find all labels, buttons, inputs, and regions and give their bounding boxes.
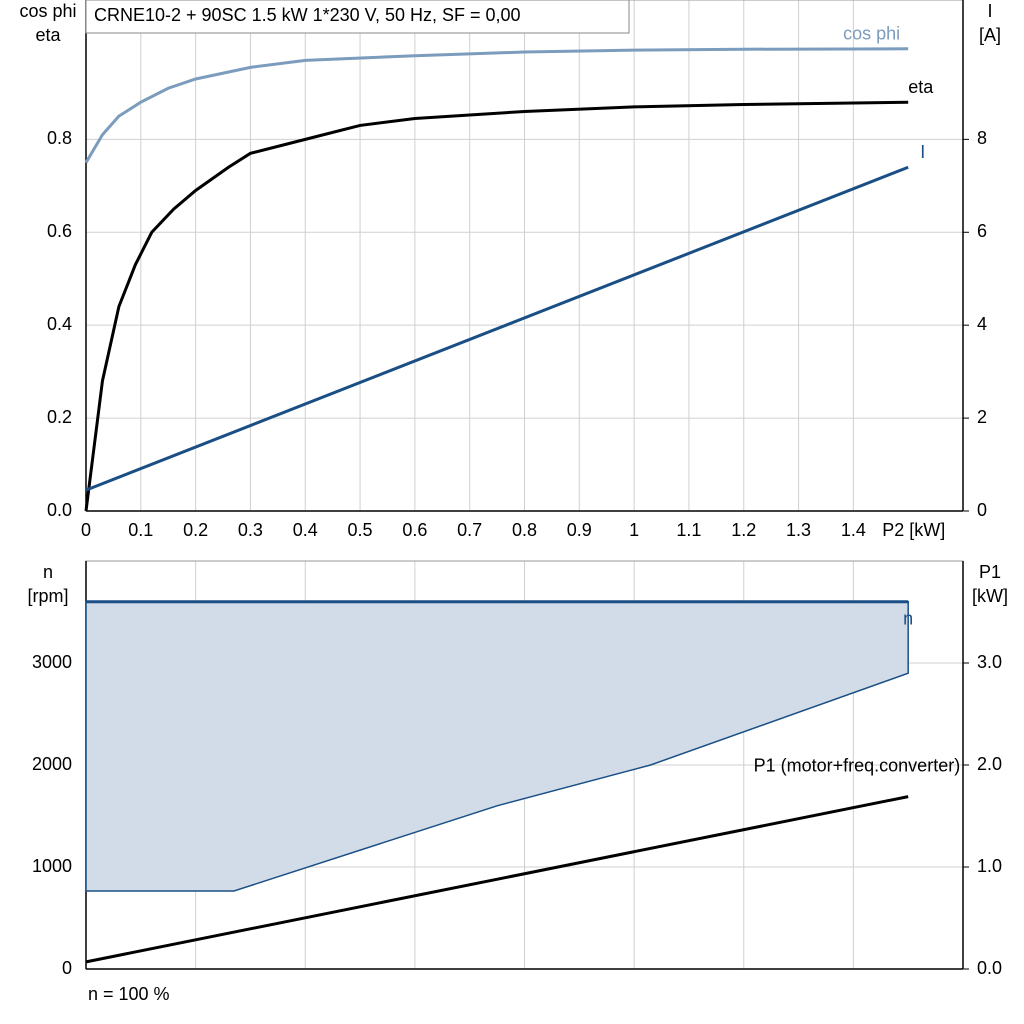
x-tick-label: 1: [629, 520, 639, 540]
x-tick-label: 1.1: [676, 520, 701, 540]
series-label: eta: [908, 77, 934, 97]
y-tick-label: 0.6: [47, 221, 72, 241]
x-tick-label: 0.4: [293, 520, 318, 540]
x-tick-label: 1.3: [786, 520, 811, 540]
y-tick-label: 3000: [32, 652, 72, 672]
x-tick-label: 0.3: [238, 520, 263, 540]
series-label: cos phi: [843, 24, 900, 44]
speed-range-area: [85, 601, 909, 892]
y-tick-label: 0.8: [47, 128, 72, 148]
chart-title: CRNE10-2 + 90SC 1.5 kW 1*230 V, 50 Hz, S…: [94, 5, 521, 25]
x-tick-label: 0.7: [457, 520, 482, 540]
y-tick-label: 1000: [32, 856, 72, 876]
x-tick-label: 0.9: [567, 520, 592, 540]
y2-axis-label: [kW]: [972, 586, 1008, 606]
note: n = 100 %: [88, 984, 170, 1004]
y2-axis-label: [A]: [979, 25, 1001, 45]
series-line: [84, 100, 909, 512]
y-tick-label: 2000: [32, 754, 72, 774]
y-axis-label: n: [43, 562, 53, 582]
y-axis-label: [rpm]: [27, 586, 68, 606]
y2-tick-label: 2.0: [977, 754, 1002, 774]
y2-tick-label: 0: [977, 500, 987, 520]
series-line: [85, 795, 909, 964]
series-line: [84, 47, 909, 164]
y-axis-label: eta: [35, 25, 61, 45]
x-tick-label: 0.1: [128, 520, 153, 540]
y2-tick-label: 3.0: [977, 652, 1002, 672]
series-label: I: [920, 142, 925, 162]
x-axis-label: P2 [kW]: [882, 520, 945, 540]
y-tick-label: 0.0: [47, 500, 72, 520]
y-tick-label: 0: [62, 958, 72, 978]
series-label: P1 (motor+freq.converter): [754, 755, 961, 775]
x-tick-label: 0.6: [402, 520, 427, 540]
x-tick-label: 0.8: [512, 520, 537, 540]
y2-tick-label: 8: [977, 128, 987, 148]
y-tick-label: 0.4: [47, 314, 72, 334]
series-label: n: [903, 609, 913, 629]
y2-tick-label: 1.0: [977, 856, 1002, 876]
y2-tick-label: 2: [977, 407, 987, 427]
x-tick-label: 0.5: [348, 520, 373, 540]
series-line: [85, 165, 909, 492]
y2-axis-label: P1: [979, 562, 1001, 582]
x-tick-label: 0: [81, 520, 91, 540]
y2-tick-label: 0.0: [977, 958, 1002, 978]
x-tick-label: 1.4: [841, 520, 866, 540]
x-tick-label: 0.2: [183, 520, 208, 540]
y-axis-label: cos phi: [19, 1, 76, 21]
x-tick-label: 1.2: [731, 520, 756, 540]
y2-tick-label: 6: [977, 221, 987, 241]
y-tick-label: 0.2: [47, 407, 72, 427]
y2-tick-label: 4: [977, 314, 987, 334]
y2-axis-label: I: [987, 1, 992, 21]
title-box: [85, 0, 630, 34]
